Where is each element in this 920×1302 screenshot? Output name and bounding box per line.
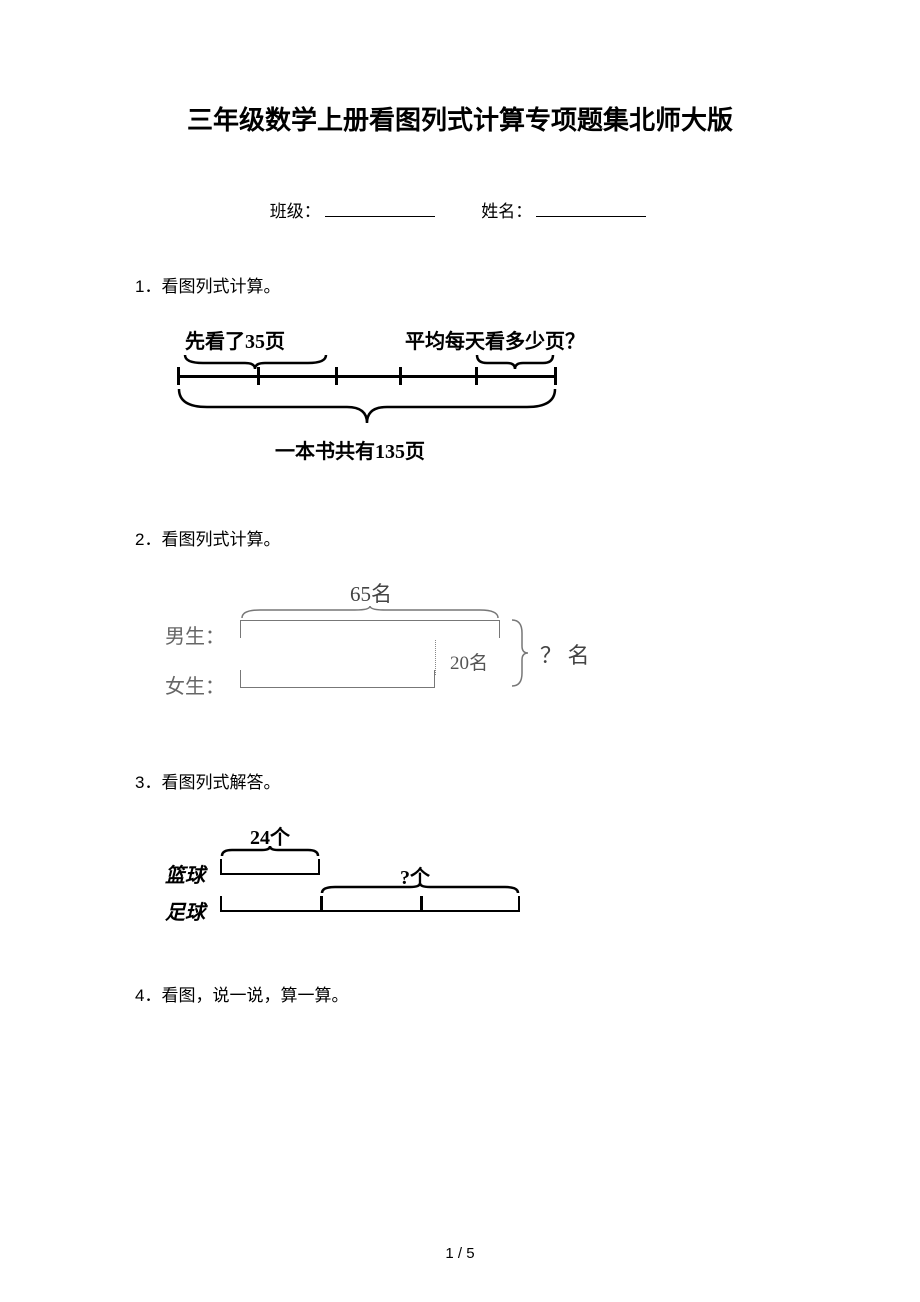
- q1-bottom-label: 一本书共有135页: [275, 435, 425, 464]
- class-blank[interactable]: [325, 199, 435, 217]
- q2-20-label: 20名: [450, 648, 488, 675]
- q4-num: 4．: [135, 986, 161, 1005]
- question-3: 3．看图列式解答。: [135, 768, 785, 793]
- question-2: 2．看图列式计算。: [135, 525, 785, 550]
- q3-football-bar: [220, 896, 520, 912]
- q4-text: 看图，说一说，算一算。: [161, 986, 348, 1005]
- q2-65-label: 65名: [350, 578, 392, 608]
- q2-girls-label: 女生：: [165, 670, 225, 699]
- q3-figure: 24个 篮球 ?个 足球: [165, 821, 605, 941]
- q2-dash: [435, 640, 436, 675]
- student-info: 班级： 姓名：: [135, 197, 785, 222]
- q3-text: 看图列式解答。: [161, 773, 280, 792]
- q1-small-brace-left: [183, 353, 328, 369]
- q3-basketball-label: 篮球: [165, 859, 205, 888]
- q3-football-label: 足球: [165, 896, 205, 925]
- q3-brace-q: [320, 883, 520, 895]
- q2-girls-bar: [240, 670, 435, 688]
- q3-brace-24: [220, 846, 320, 858]
- q1-tick: [177, 367, 180, 385]
- q1-tick: [475, 367, 478, 385]
- q3-tick: [320, 896, 323, 912]
- q1-right-label: 平均每天看多少页？: [405, 325, 585, 354]
- q2-boys-label: 男生：: [165, 620, 225, 649]
- q1-small-brace-right: [475, 353, 555, 369]
- q1-left-label: 先看了35页: [185, 325, 285, 354]
- q3-basketball-bar: [220, 859, 320, 875]
- q1-num: 1．: [135, 277, 161, 296]
- q2-figure: 65名 男生： 20名 女生： ？ 名: [165, 578, 625, 728]
- q1-big-brace: [177, 387, 557, 425]
- name-blank[interactable]: [536, 199, 646, 217]
- page-footer: 1 / 5: [0, 1245, 920, 1262]
- q2-num: 2．: [135, 530, 161, 549]
- q1-figure: 先看了35页 平均每天看多少页？ 一本书共有135页: [165, 325, 605, 485]
- q2-right-brace: [510, 618, 528, 688]
- q1-main-line: [177, 375, 557, 378]
- q1-tick: [554, 367, 557, 385]
- name-label: 姓名：: [481, 202, 532, 221]
- q3-tick: [420, 896, 423, 912]
- q3-num: 3．: [135, 773, 161, 792]
- question-1: 1．看图列式计算。: [135, 272, 785, 297]
- q1-text: 看图列式计算。: [161, 277, 280, 296]
- question-4: 4．看图，说一说，算一算。: [135, 981, 785, 1006]
- q1-tick: [257, 367, 260, 385]
- class-label: 班级：: [270, 202, 321, 221]
- q2-boys-bar: [240, 620, 500, 638]
- q2-text: 看图列式计算。: [161, 530, 280, 549]
- q2-top-brace: [240, 606, 500, 620]
- page-title: 三年级数学上册看图列式计算专项题集北师大版: [135, 100, 785, 137]
- q1-tick: [335, 367, 338, 385]
- q2-question-mark: ？ 名: [540, 638, 590, 670]
- q1-tick: [399, 367, 402, 385]
